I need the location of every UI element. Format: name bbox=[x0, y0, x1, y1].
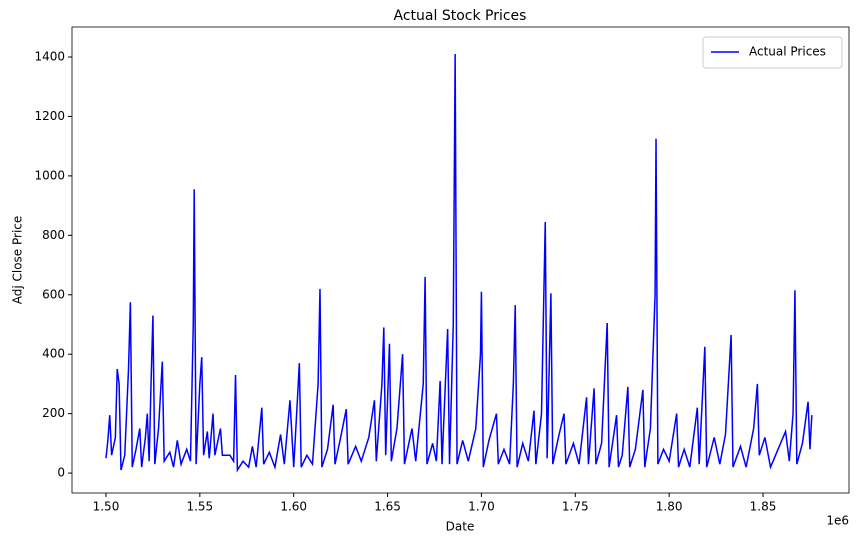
y-tick-label: 1400 bbox=[34, 50, 65, 64]
y-tick-label: 1000 bbox=[34, 168, 65, 182]
x-tick-label: 1.60 bbox=[280, 500, 307, 514]
x-tick-label: 1.65 bbox=[374, 500, 401, 514]
y-tick-label: 0 bbox=[57, 466, 65, 480]
y-tick-label: 800 bbox=[42, 228, 65, 242]
x-tick-label: 1.50 bbox=[93, 500, 120, 514]
price-line bbox=[105, 54, 813, 473]
legend-box bbox=[702, 36, 843, 69]
y-tick-label: 600 bbox=[42, 287, 65, 301]
legend-label: Actual Prices bbox=[749, 45, 826, 59]
x-axis-label: Date bbox=[446, 520, 475, 534]
chart-title: Actual Stock Prices bbox=[394, 8, 527, 24]
axes-frame bbox=[71, 26, 850, 494]
x-tick-label: 1.70 bbox=[468, 500, 495, 514]
y-tick-label: 1200 bbox=[34, 109, 65, 123]
x-tick-label: 1.75 bbox=[562, 500, 589, 514]
y-tick-label: 200 bbox=[42, 406, 65, 420]
x-tick-label: 1.80 bbox=[656, 500, 683, 514]
x-tick-label: 1.55 bbox=[186, 500, 213, 514]
x-offset-label: 1e6 bbox=[826, 514, 849, 528]
y-axis-label: Adj Close Price bbox=[11, 216, 25, 305]
y-tick-label: 400 bbox=[42, 347, 65, 361]
x-tick-label: 1.85 bbox=[750, 500, 777, 514]
